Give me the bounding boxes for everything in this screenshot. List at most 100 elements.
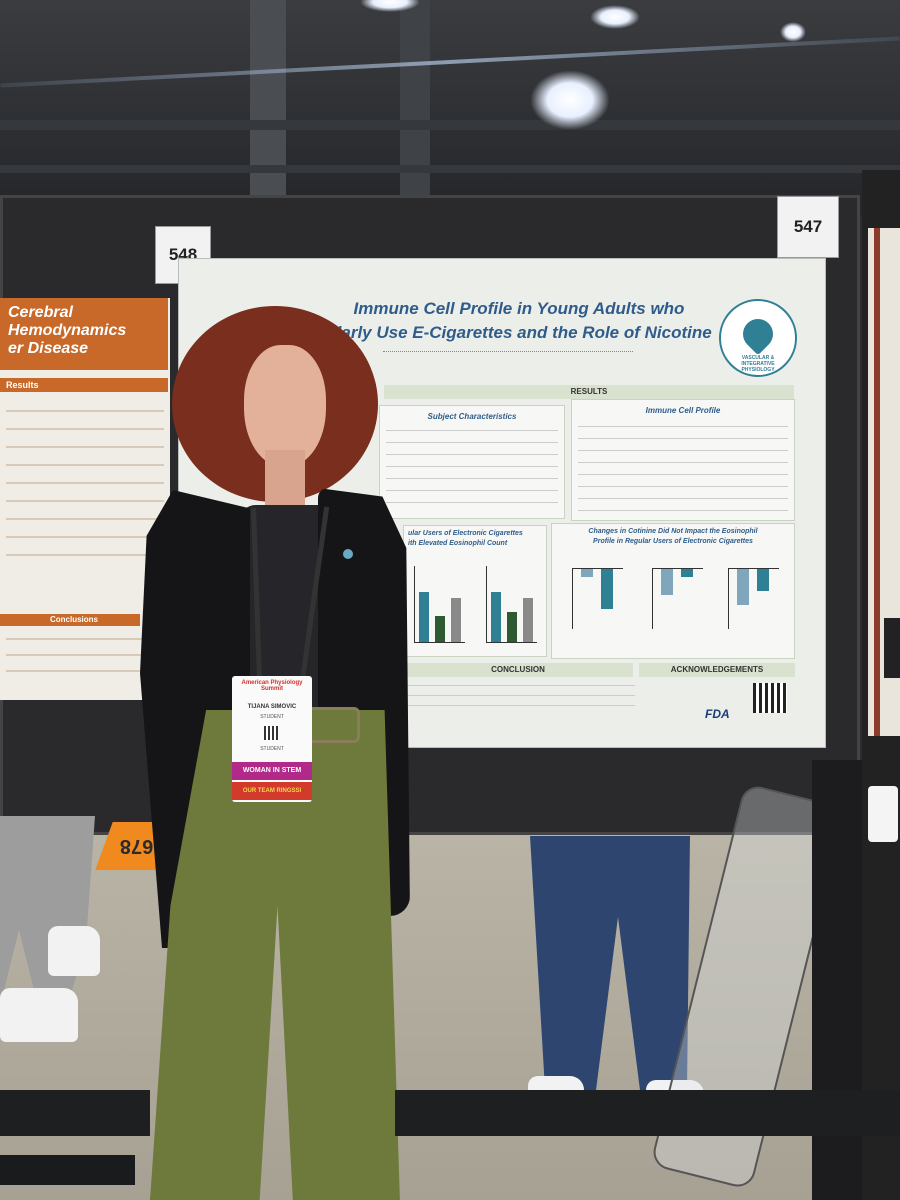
presenter-face [244, 345, 326, 467]
eosinophil-chart-title-1: ular Users of Electronic Cigarettes [408, 530, 523, 537]
floor-pipe [0, 1155, 135, 1185]
chart-bar [661, 569, 673, 595]
chart-bar [419, 592, 429, 642]
left-poster-results-header: Results [0, 378, 168, 392]
text-line [403, 705, 635, 706]
chart-bar [523, 598, 533, 642]
table-row [578, 426, 788, 427]
chart-plot-area [572, 568, 623, 629]
table-row [578, 486, 788, 487]
left-poster: Cerebral Hemodynamics er Disease Results… [0, 298, 170, 700]
poster-title-line1: Immune Cell Profile in Young Adults who [353, 299, 685, 318]
table-row [386, 442, 558, 443]
badge-ribbon-stem: WOMAN IN STEM [232, 762, 312, 780]
right-poster-accent [874, 228, 880, 736]
table-row [6, 482, 164, 484]
chart-plot-area [652, 568, 703, 629]
light-streak [0, 36, 900, 88]
floor-pipe [395, 1090, 900, 1136]
chart-bar [435, 616, 445, 642]
immune-cell-profile-table: Immune Cell Profile [571, 399, 795, 521]
table-row [386, 478, 558, 479]
lapel-pin-icon [343, 549, 353, 559]
booth-number-547: 547 [777, 196, 839, 258]
left-poster-title: Cerebral Hemodynamics er Disease [0, 298, 168, 370]
left-poster-title-line1: Cerebral Hemodynamics [8, 304, 127, 339]
table-row [6, 554, 164, 556]
chart-bar [451, 598, 461, 642]
chart-bar [757, 569, 769, 591]
table-row [6, 536, 164, 538]
chart-plot-area [728, 568, 779, 629]
chart-bar [491, 592, 501, 642]
sneaker [0, 988, 78, 1042]
text-line [6, 638, 164, 640]
immune-cell-profile-title: Immune Cell Profile [645, 406, 721, 415]
badge-role: STUDENT [260, 746, 284, 752]
table-row [6, 500, 164, 502]
chart-plot-area [486, 566, 537, 643]
table-row [578, 450, 788, 451]
chart-bar [681, 569, 693, 577]
cotinine-chart-title-2: Profile in Regular Users of Electronic C… [593, 538, 753, 545]
chart-plot-area [414, 566, 465, 643]
poster-authors [383, 351, 633, 356]
badge-ribbon-team: OUR TEAM RINGSSI [232, 782, 312, 800]
table-row [6, 464, 164, 466]
table-row [578, 498, 788, 499]
table-row [6, 518, 164, 520]
chart-bar [507, 612, 517, 642]
text-line [6, 670, 164, 672]
poster-logo-text: VASCULAR & INTEGRATIVE PHYSIOLOGY [741, 355, 775, 373]
eosinophil-chart-title-2: ith Elevated Eosinophil Count [408, 540, 508, 547]
badge-qr-code [264, 726, 278, 740]
text-line [403, 685, 635, 686]
chart-bar [737, 569, 749, 605]
ceiling-light [780, 22, 806, 42]
poster-title-line2: ularly Use E-Cigarettes and the Role of … [326, 323, 712, 342]
ceiling-light [360, 0, 420, 12]
chart-bar [601, 569, 613, 609]
heart-icon [736, 312, 780, 356]
chart-bar [581, 569, 593, 577]
table-row [6, 428, 164, 430]
table-row [386, 502, 558, 503]
name-badge: American Physiology Summit TIJANA SIMOVI… [232, 676, 312, 802]
cotinine-chart-title-1: Changes in Cotinine Did Not Impact the E… [588, 528, 758, 535]
poster-logo: VASCULAR & INTEGRATIVE PHYSIOLOGY [719, 299, 797, 377]
text-line [403, 695, 635, 696]
paper-cup [868, 786, 898, 842]
badge-role-top: STUDENT [260, 714, 284, 720]
left-poster-title-line2: er Disease [8, 340, 89, 357]
subject-characteristics-title: Subject Characteristics [427, 412, 517, 421]
ceiling-duct [0, 120, 900, 130]
ceiling [0, 0, 900, 215]
fda-logo: FDA [705, 707, 730, 721]
qr-code [753, 683, 787, 713]
ceiling-light [530, 70, 610, 130]
right-poster [868, 228, 900, 736]
results-header: RESULTS [384, 385, 794, 399]
eosinophil-chart-box: ular Users of Electronic Cigarettes ith … [403, 525, 547, 657]
sneaker [48, 926, 100, 976]
table-row [578, 462, 788, 463]
cotinine-chart-box: Changes in Cotinine Did Not Impact the E… [551, 523, 795, 659]
ceiling-light [590, 5, 640, 29]
subject-characteristics-table: Subject Characteristics [379, 405, 565, 519]
table-row [578, 510, 788, 511]
presenter-neck [265, 450, 305, 508]
right-poster-image [884, 618, 900, 678]
table-row [386, 454, 558, 455]
table-row [578, 438, 788, 439]
text-line [6, 654, 164, 656]
badge-org: American Physiology Summit [241, 680, 303, 692]
badge-name: TIJANA SIMOVIC [247, 704, 297, 710]
table-row [578, 474, 788, 475]
ceiling-duct [0, 165, 900, 173]
table-row [6, 446, 164, 448]
table-row [386, 430, 558, 431]
table-row [6, 410, 164, 412]
conclusion-header: CONCLUSION [403, 663, 633, 677]
table-row [386, 466, 558, 467]
floor [0, 830, 900, 1200]
